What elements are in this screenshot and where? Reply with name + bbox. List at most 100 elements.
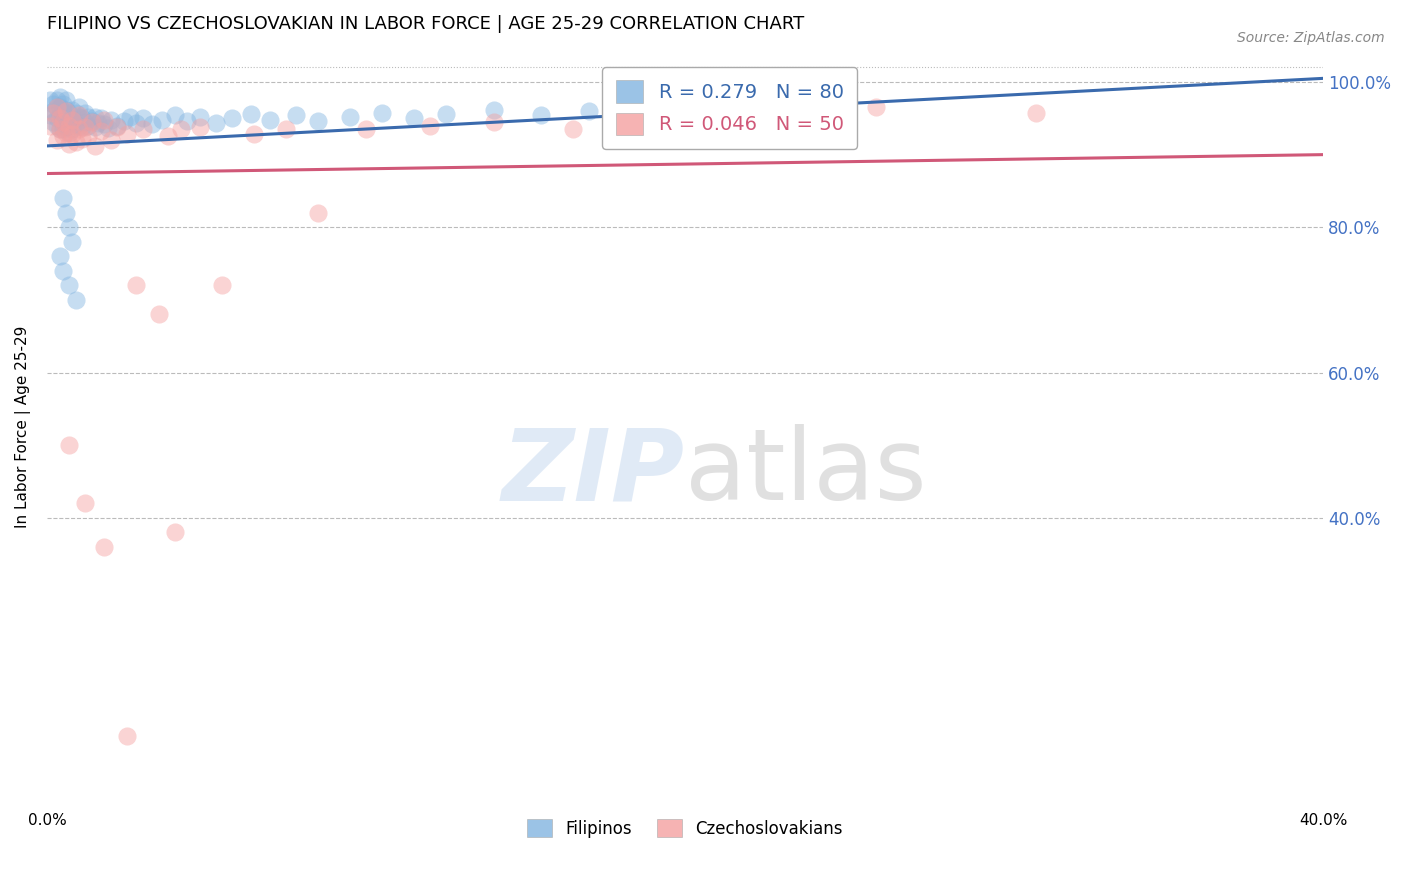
Text: atlas: atlas [685,425,927,521]
Point [58,278,80,293]
Point [100,133,122,147]
Point [77,119,100,133]
Point [188,120,211,134]
Point [125,278,148,293]
Point [67,108,90,122]
Point [55,112,77,126]
Point [80,115,103,129]
Point [52,115,75,129]
Point [67,110,90,124]
Point [52,129,75,144]
Point [240,107,263,121]
Point [55,126,77,140]
Point [434,107,457,121]
Point [67,122,90,136]
Point [62,128,84,142]
Point [131,122,153,136]
Point [307,206,329,220]
Point [371,105,394,120]
Point [706,105,728,120]
Point [482,103,505,117]
Point [58,220,80,235]
Point [75,496,97,510]
Point [70,131,93,145]
Point [55,103,77,118]
Point [1025,105,1047,120]
Point [65,117,87,131]
Point [115,729,138,743]
Point [52,103,75,118]
Point [865,100,887,114]
Point [170,122,193,136]
Point [58,105,80,120]
Point [83,110,105,124]
Point [83,139,105,153]
Point [62,112,84,127]
Point [39,119,62,133]
Point [402,112,425,126]
Point [65,135,87,149]
Point [67,119,90,133]
Point [62,122,84,136]
Point [112,114,135,128]
Point [58,438,80,452]
Point [259,112,281,127]
Point [100,112,122,127]
Point [48,249,70,263]
Point [55,120,77,134]
Point [48,112,70,126]
Point [578,103,600,118]
Point [118,110,141,124]
Point [90,112,112,126]
Point [58,119,80,133]
Point [643,100,665,114]
Point [141,117,163,131]
Point [70,120,93,134]
Point [77,110,100,124]
Point [125,116,148,130]
Point [221,112,243,126]
Point [45,100,67,114]
Point [42,96,65,111]
Point [163,108,186,122]
Point [62,112,84,127]
Point [48,108,70,122]
Point [188,110,211,124]
Point [42,103,65,118]
Point [115,128,138,142]
Text: FILIPINO VS CZECHOSLOVAKIAN IN LABOR FORCE | AGE 25-29 CORRELATION CHART: FILIPINO VS CZECHOSLOVAKIAN IN LABOR FOR… [46,15,804,33]
Point [45,100,67,114]
Text: Source: ZipAtlas.com: Source: ZipAtlas.com [1237,31,1385,45]
Point [58,136,80,151]
Point [643,103,665,118]
Point [52,122,75,136]
Point [93,117,115,131]
Point [58,115,80,129]
Point [530,108,553,122]
Point [75,115,97,129]
Point [45,133,67,147]
Point [105,119,128,133]
Point [148,308,170,322]
Point [55,206,77,220]
Point [163,525,186,540]
Point [284,108,307,122]
Point [52,264,75,278]
Point [67,100,90,114]
Point [205,116,228,130]
Point [150,112,173,127]
Point [738,105,761,120]
Point [75,105,97,120]
Point [42,105,65,120]
Point [307,114,329,128]
Point [93,112,115,127]
Point [211,278,233,293]
Point [52,96,75,111]
Point [52,191,75,205]
Point [62,103,84,117]
Y-axis label: In Labor Force | Age 25-29: In Labor Force | Age 25-29 [15,326,31,528]
Point [55,103,77,117]
Point [176,114,198,128]
Point [48,89,70,103]
Point [93,540,115,554]
